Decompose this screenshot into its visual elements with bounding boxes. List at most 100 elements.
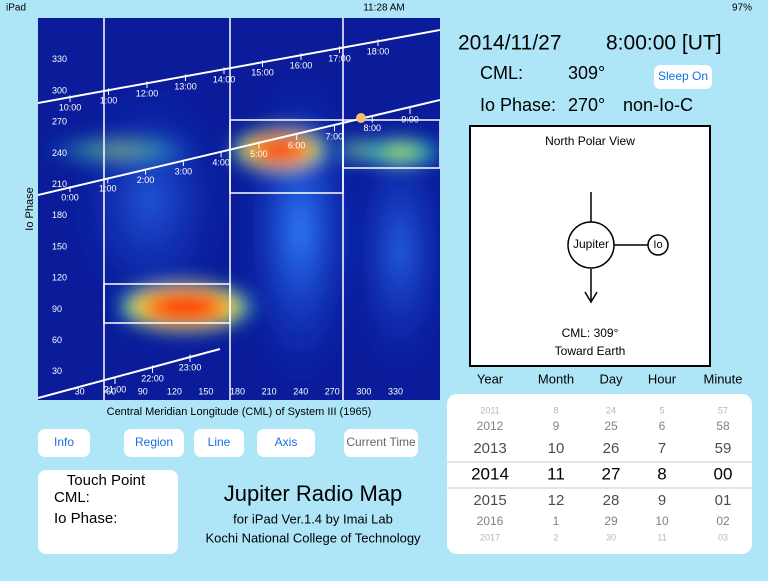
picker-value[interactable]: 2011 [480, 405, 499, 415]
touch-cml: CML: [54, 489, 90, 506]
picker-value[interactable]: 25 [604, 419, 618, 433]
time-label: 4:00 [212, 158, 230, 168]
app-title: Jupiter Radio Map [224, 481, 403, 506]
picker-value[interactable]: 2012 [477, 419, 504, 433]
x-tick-label: 120 [167, 386, 182, 396]
picker-value[interactable]: 03 [718, 532, 728, 542]
picker-value[interactable]: 29 [604, 514, 618, 528]
y-axis-label: Io Phase [24, 187, 36, 230]
button-label[interactable]: Region [135, 435, 173, 449]
picker-value[interactable]: 00 [714, 464, 733, 483]
picker-value[interactable]: 6 [659, 419, 666, 433]
button-label[interactable]: Current Time [346, 435, 416, 449]
x-tick-label: 210 [262, 386, 277, 396]
time-label: 0:00 [61, 192, 79, 202]
x-tick-label: 150 [198, 386, 213, 396]
time-label: 5:00 [250, 149, 268, 159]
date-picker[interactable] [447, 394, 752, 554]
picker-value[interactable]: 2014 [471, 464, 509, 483]
status-time: 11:28 AM [363, 3, 405, 14]
y-tick-label: 60 [52, 335, 62, 345]
time-label: 13:00 [174, 81, 197, 91]
y-tick-label: 210 [52, 179, 67, 189]
io-value: 270° [568, 95, 605, 115]
info-date: 2014/11/27 [458, 32, 562, 55]
info-time: 8:00:00 [UT] [606, 32, 722, 55]
picker-value[interactable]: 9 [553, 419, 560, 433]
cml-label: CML: [480, 63, 523, 83]
picker-value[interactable]: 30 [606, 532, 616, 542]
picker-value[interactable]: 7 [658, 440, 666, 457]
app-school: Kochi National College of Technology [205, 530, 421, 545]
button[interactable] [257, 429, 315, 457]
picker-value[interactable]: 24 [606, 405, 616, 415]
picker-value[interactable]: 58 [716, 419, 730, 433]
button-label[interactable]: Info [54, 435, 74, 449]
y-tick-label: 30 [52, 366, 62, 376]
picker-header: Hour [648, 371, 677, 386]
status-battery: 97% [732, 3, 752, 14]
picker-value[interactable]: 5 [659, 405, 664, 415]
y-tick-label: 180 [52, 210, 67, 220]
picker-value[interactable]: 59 [715, 440, 732, 457]
touch-io: Io Phase: [54, 510, 117, 527]
time-label: 8:00 [363, 123, 381, 133]
y-tick-label: 150 [52, 241, 67, 251]
time-label: 15:00 [251, 67, 274, 77]
time-label: 23:00 [179, 362, 202, 372]
picker-value[interactable]: 27 [602, 464, 621, 483]
picker-header: Month [538, 371, 574, 386]
button[interactable] [124, 429, 184, 457]
picker-value[interactable]: 2015 [473, 492, 506, 509]
y-tick-label: 300 [52, 85, 67, 95]
picker-value[interactable]: 10 [655, 514, 669, 528]
y-tick-label: 90 [52, 304, 62, 314]
button-label[interactable]: Axis [275, 435, 298, 449]
picker-value[interactable]: 9 [658, 492, 666, 509]
x-tick-label: 90 [138, 386, 148, 396]
button[interactable] [194, 429, 244, 457]
picker-value[interactable]: 2017 [480, 532, 500, 542]
polar-earth: Toward Earth [555, 344, 626, 358]
picker-value[interactable]: 8 [657, 464, 666, 483]
time-label: 17:00 [328, 53, 351, 63]
sleep-button[interactable] [654, 65, 712, 89]
picker-value[interactable]: 8 [553, 405, 558, 415]
button[interactable] [38, 429, 90, 457]
picker-value[interactable]: 11 [547, 464, 565, 483]
x-axis-label: Central Meridian Longitude (CML) of Syst… [107, 406, 372, 418]
sleep-button-label[interactable]: Sleep On [658, 69, 708, 83]
picker-value[interactable]: 2016 [477, 514, 504, 528]
touch-panel [38, 470, 178, 554]
time-label: 22:00 [141, 373, 164, 383]
picker-value[interactable]: 1 [553, 514, 560, 528]
io-moon-label: Io [653, 239, 662, 251]
picker-value[interactable]: 01 [715, 492, 732, 509]
x-tick-label: 270 [325, 386, 340, 396]
io-label: Io Phase: [480, 95, 556, 115]
picker-header: Day [599, 371, 623, 386]
picker-value[interactable]: 10 [548, 440, 565, 457]
picker-value[interactable]: 11 [657, 532, 666, 542]
time-label: 12:00 [136, 88, 159, 98]
x-tick-label: 60 [106, 386, 116, 396]
time-label: 18:00 [367, 46, 390, 56]
picker-value[interactable]: 26 [603, 440, 620, 457]
picker-value[interactable]: 02 [716, 514, 730, 528]
y-tick-label: 240 [52, 148, 67, 158]
time-label: 7:00 [326, 132, 344, 142]
touch-title: Touch Point [67, 472, 146, 489]
picker-value[interactable]: 2013 [473, 440, 506, 457]
heatmap[interactable]: 30 60 90 120 150 180 210 240 270 300 330 30 60 90 120 1… [38, 18, 450, 400]
picker-value[interactable]: 12 [548, 492, 565, 509]
x-tick-label: 30 [75, 386, 85, 396]
time-label: 6:00 [288, 140, 306, 150]
picker-value[interactable]: 2 [553, 532, 558, 542]
picker-value[interactable]: 57 [718, 405, 728, 415]
picker-value[interactable]: 28 [603, 492, 620, 509]
time-label: 1:00 [100, 95, 118, 105]
x-tick-label: 300 [356, 386, 371, 396]
x-tick-label: 180 [230, 386, 245, 396]
button[interactable] [344, 429, 418, 457]
button-label[interactable]: Line [208, 435, 231, 449]
